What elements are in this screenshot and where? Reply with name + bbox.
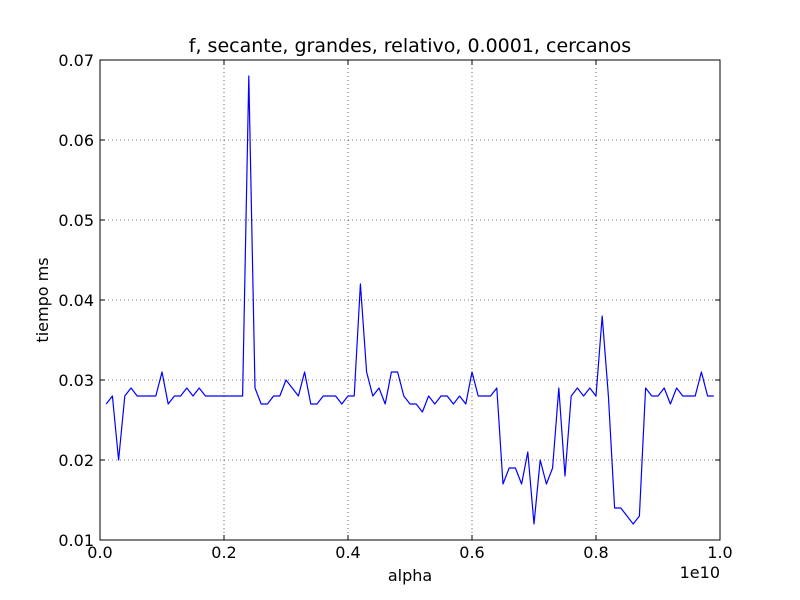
y-tick-label: 0.02	[58, 451, 94, 470]
y-tick-label: 0.06	[58, 131, 94, 150]
axis-ticks: 0.0 0.2 0.4 0.6 0.8 1.0 0.01 0.02 0.03 0.04 0.05 0.…	[58, 51, 732, 562]
plot-frame	[99, 59, 721, 541]
x-tick-label: 0.2	[211, 543, 236, 562]
chart-title: f, secante, grandes, relativo, 0.0001, c…	[189, 35, 631, 57]
y-tick-label: 0.05	[58, 211, 94, 230]
x-tick-label: 0.4	[335, 543, 360, 562]
y-tick-label: 0.01	[58, 531, 94, 550]
x-tick-label: 0.0	[87, 543, 112, 562]
y-tick-label: 0.04	[58, 291, 94, 310]
series-line	[105, 75, 714, 525]
x-tick-label: 0.6	[459, 543, 484, 562]
x-axis-label: alpha	[388, 566, 432, 585]
x-tick-label: 0.8	[583, 543, 608, 562]
y-tick-label: 0.03	[58, 371, 94, 390]
y-axis-label: tiempo ms	[33, 257, 52, 342]
y-tick-label: 0.07	[58, 51, 94, 70]
x-axis-offset-label: 1e10	[680, 563, 720, 582]
x-tick-label: 1.0	[707, 543, 732, 562]
